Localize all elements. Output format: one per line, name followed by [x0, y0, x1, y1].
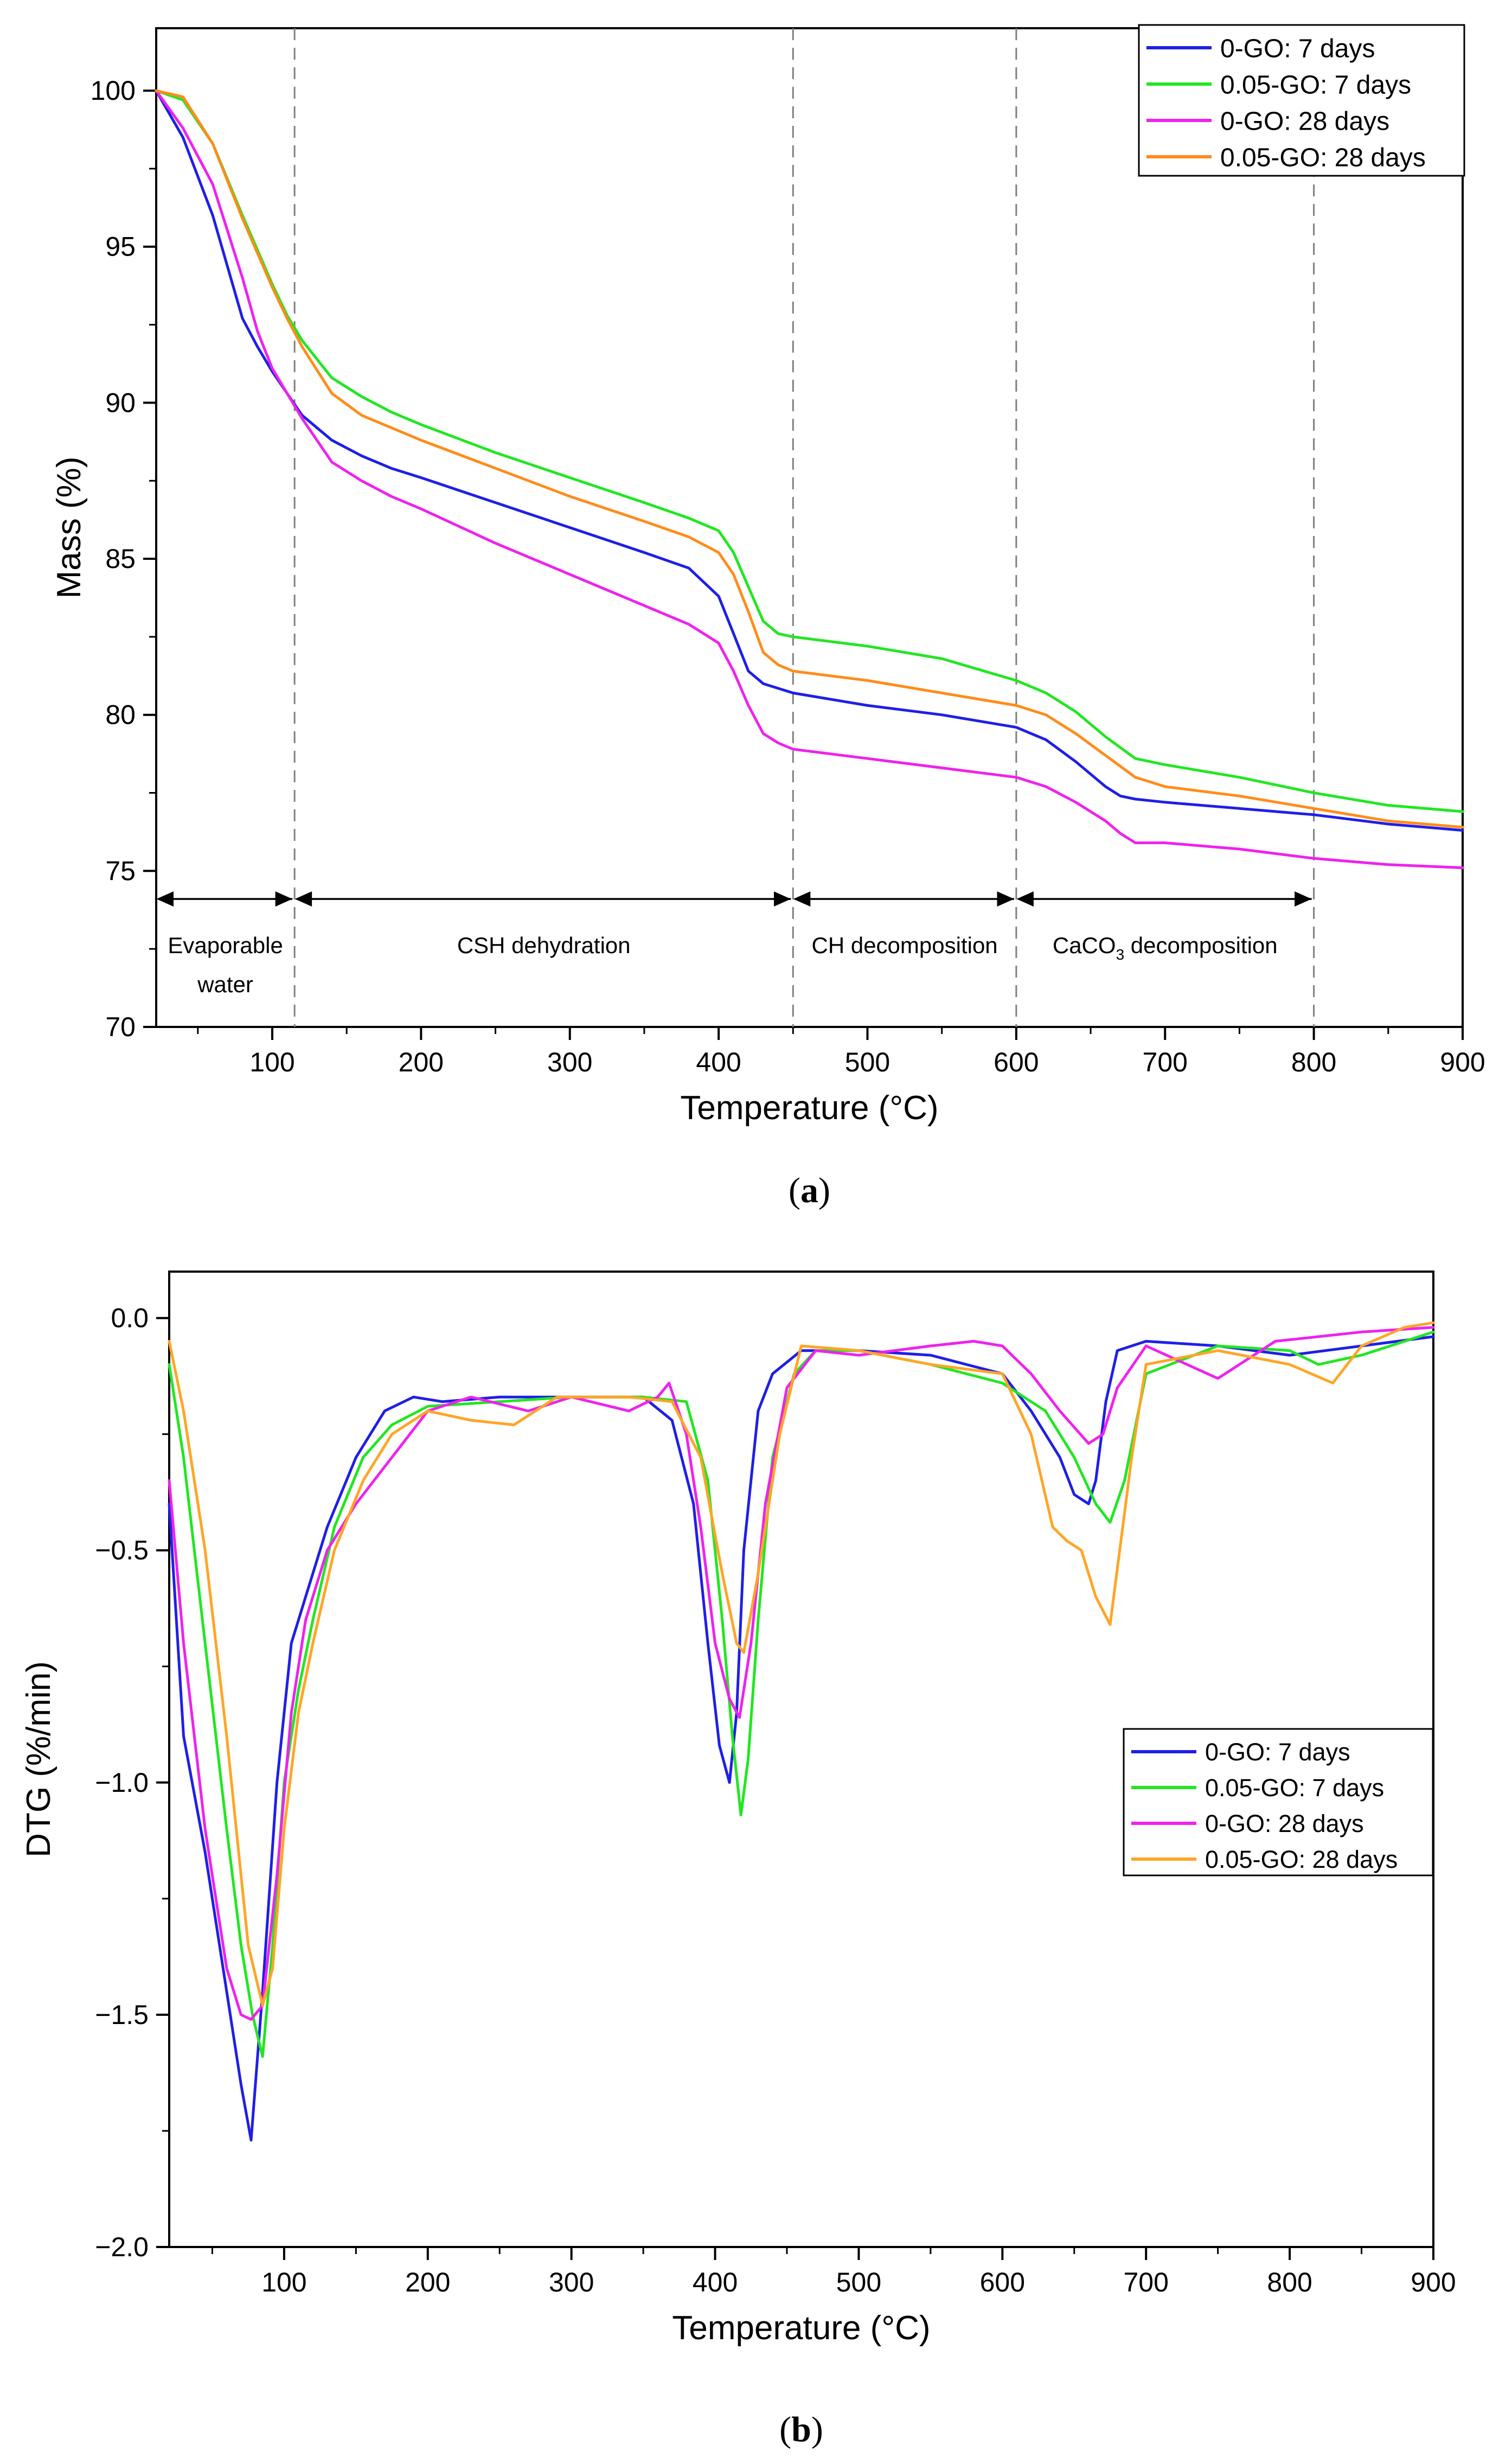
- y-tick-label: −0.5: [95, 1535, 149, 1566]
- y-tick-label: 95: [105, 232, 136, 262]
- y-tick-label: −1.5: [95, 2000, 149, 2030]
- legend-box: [1138, 24, 1465, 177]
- series-line: [168, 1330, 1435, 2058]
- region-label: CSH dehydration: [457, 933, 631, 958]
- region-label: CH decomposition: [812, 933, 998, 958]
- y-tick-label: −2.0: [95, 2232, 149, 2262]
- legend-entry-label: 0-GO: 28 days: [1205, 1810, 1364, 1837]
- region-label: Evaporable: [168, 933, 283, 958]
- y-axis-label: DTG (%/min): [20, 1661, 57, 1857]
- y-tick-label: 90: [105, 387, 136, 418]
- y-tick-label: 85: [105, 544, 136, 574]
- x-tick-label: 200: [399, 1047, 444, 1077]
- x-tick-label: 900: [1411, 2267, 1456, 2297]
- chart-panel-b: 100 200 300 400 500 600 700 800 900 −2.0 −1.5 −1.0 −…: [20, 1271, 1456, 2449]
- x-tick-label: 300: [547, 1047, 592, 1077]
- series-line: [155, 89, 1464, 829]
- y-tick-label: −1.0: [95, 1767, 149, 1798]
- legend-entry-label: 0-GO: 7 days: [1205, 1738, 1350, 1766]
- legend-entry-label: 0-GO: 7 days: [1220, 34, 1375, 63]
- x-tick-label: 800: [1291, 1047, 1336, 1077]
- legend-entry-label: 0.05-GO: 7 days: [1220, 71, 1411, 99]
- legend-entry-label: 0-GO: 28 days: [1220, 107, 1389, 136]
- legend-entry-label: 0.05-GO: 28 days: [1205, 1846, 1398, 1873]
- series-line: [168, 1335, 1435, 2142]
- x-tick-label: 100: [249, 1047, 294, 1077]
- panel-label: (a): [789, 1171, 830, 1210]
- legend-entry-label: 0.05-GO: 28 days: [1220, 143, 1426, 172]
- y-tick-label: 80: [105, 700, 136, 730]
- region-label: CaCO3 decomposition: [1053, 933, 1278, 963]
- panel-label-letter: b: [791, 2410, 811, 2449]
- x-tick-label: 300: [549, 2267, 594, 2297]
- x-tick-label: 900: [1440, 1047, 1485, 1077]
- region-label-suffix: decomposition: [1124, 933, 1278, 958]
- panel-label-letter: a: [800, 1171, 818, 1210]
- x-axis-label: Temperature (°C): [680, 1089, 938, 1127]
- series-line: [168, 1321, 1435, 2007]
- chart-panel-a: 100 200 300 400 500 600 700 800 900 70 75 80 85 90 95 1…: [50, 24, 1485, 1210]
- plot-frame: [155, 27, 1464, 1028]
- x-tick-label: 500: [836, 2267, 881, 2297]
- x-tick-label: 200: [405, 2267, 450, 2297]
- x-tick-label: 400: [696, 1047, 741, 1077]
- x-axis-label: Temperature (°C): [672, 2309, 930, 2347]
- region-label: water: [197, 972, 253, 997]
- x-tick-label: 100: [261, 2267, 306, 2297]
- legend: 0-GO: 7 days 0.05-GO: 7 days 0-GO: 28 days…: [1123, 1728, 1434, 1876]
- x-tick-label: 700: [1143, 1047, 1188, 1077]
- legend: 0-GO: 7 days 0.05-GO: 7 days 0-GO: 28 days…: [1138, 24, 1465, 177]
- x-tick-label: 400: [693, 2267, 738, 2297]
- x-tick-label: 700: [1124, 2267, 1169, 2297]
- y-tick-label: 75: [105, 856, 136, 886]
- series-line: [155, 89, 1464, 832]
- panel-label: (b): [779, 2410, 823, 2449]
- x-tick-label: 600: [980, 2267, 1025, 2297]
- x-tick-label: 800: [1267, 2267, 1312, 2297]
- x-tick-label: 500: [845, 1047, 890, 1077]
- x-tick-label: 600: [994, 1047, 1039, 1077]
- y-tick-label: 100: [91, 75, 136, 106]
- series-line: [168, 1326, 1435, 2021]
- y-tick-label: 0.0: [111, 1303, 149, 1333]
- y-tick-label: 70: [105, 1012, 136, 1042]
- series-line: [155, 89, 1464, 870]
- region-label-subscript: 3: [1116, 946, 1125, 963]
- legend-entry-label: 0.05-GO: 7 days: [1205, 1774, 1384, 1802]
- y-axis-label: Mass (%): [50, 457, 88, 599]
